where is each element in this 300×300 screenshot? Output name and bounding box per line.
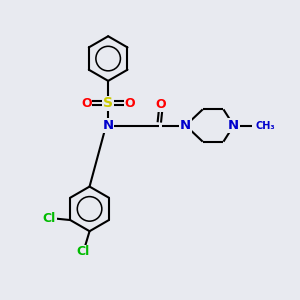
Text: O: O xyxy=(155,98,166,111)
Text: N: N xyxy=(180,119,191,132)
Text: Cl: Cl xyxy=(43,212,56,225)
Text: CH₃: CH₃ xyxy=(255,121,275,130)
Text: N: N xyxy=(103,119,114,132)
Text: Cl: Cl xyxy=(77,245,90,259)
Text: S: S xyxy=(103,96,113,110)
Text: N: N xyxy=(228,119,239,132)
Text: O: O xyxy=(81,97,92,110)
Text: O: O xyxy=(124,97,135,110)
